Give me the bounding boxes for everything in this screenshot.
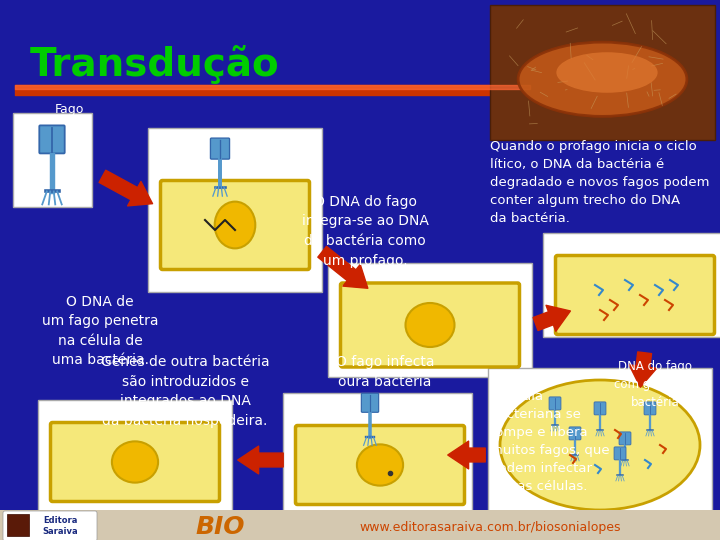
FancyBboxPatch shape (341, 283, 520, 367)
FancyBboxPatch shape (328, 263, 532, 377)
FancyBboxPatch shape (488, 368, 712, 517)
Text: Fago: Fago (55, 103, 84, 116)
Ellipse shape (215, 201, 256, 248)
FancyBboxPatch shape (490, 5, 715, 140)
Text: A célula
bacteriana se
rompe e libera
muitos fagos, que
podem infectar
outras cé: A célula bacteriana se rompe e libera mu… (490, 390, 610, 493)
FancyBboxPatch shape (614, 447, 626, 460)
Text: Editora
Saraiva: Editora Saraiva (42, 516, 78, 536)
FancyBboxPatch shape (0, 510, 720, 540)
Text: Transdução: Transdução (30, 45, 279, 84)
Text: Genes de outra bactéria
são introduzidos e
integrados ao DNA
da bactéria hospede: Genes de outra bactéria são introduzidos… (101, 355, 269, 428)
Ellipse shape (500, 380, 700, 510)
FancyBboxPatch shape (549, 397, 561, 410)
Ellipse shape (357, 444, 403, 485)
FancyBboxPatch shape (161, 180, 310, 269)
Text: DNA do fago
com genes da
bactéria: DNA do fago com genes da bactéria (613, 360, 696, 409)
FancyBboxPatch shape (148, 128, 322, 292)
Ellipse shape (557, 52, 657, 93)
FancyBboxPatch shape (556, 255, 714, 334)
FancyBboxPatch shape (283, 393, 472, 512)
FancyBboxPatch shape (619, 432, 631, 445)
Text: www.editorasaraiva.com.br/biosonialopes: www.editorasaraiva.com.br/biosonialopes (359, 521, 621, 534)
FancyBboxPatch shape (594, 402, 606, 415)
FancyBboxPatch shape (50, 422, 220, 502)
Text: Quando o profago inicia o ciclo
lítico, o DNA da bactéria é
degradado e novos fa: Quando o profago inicia o ciclo lítico, … (490, 140, 709, 225)
Text: O fago infecta
oura bactéria: O fago infecta oura bactéria (336, 355, 434, 388)
Ellipse shape (518, 42, 687, 117)
FancyBboxPatch shape (569, 427, 581, 440)
Ellipse shape (112, 441, 158, 483)
Text: O DNA de
um fago penetra
na célula de
uma bactéria.: O DNA de um fago penetra na célula de um… (42, 295, 158, 368)
FancyBboxPatch shape (13, 113, 92, 207)
FancyBboxPatch shape (543, 233, 720, 337)
FancyBboxPatch shape (210, 138, 230, 159)
FancyBboxPatch shape (7, 514, 29, 536)
FancyBboxPatch shape (295, 426, 464, 504)
Ellipse shape (405, 303, 454, 347)
FancyBboxPatch shape (361, 393, 379, 413)
FancyBboxPatch shape (38, 400, 232, 519)
FancyBboxPatch shape (3, 511, 97, 540)
FancyBboxPatch shape (644, 402, 656, 415)
Text: O DNA do fago
integra-se ao DNA
da bactéria como
um profago.: O DNA do fago integra-se ao DNA da bacté… (302, 195, 428, 267)
Text: BIO: BIO (195, 515, 245, 539)
FancyBboxPatch shape (40, 125, 65, 153)
